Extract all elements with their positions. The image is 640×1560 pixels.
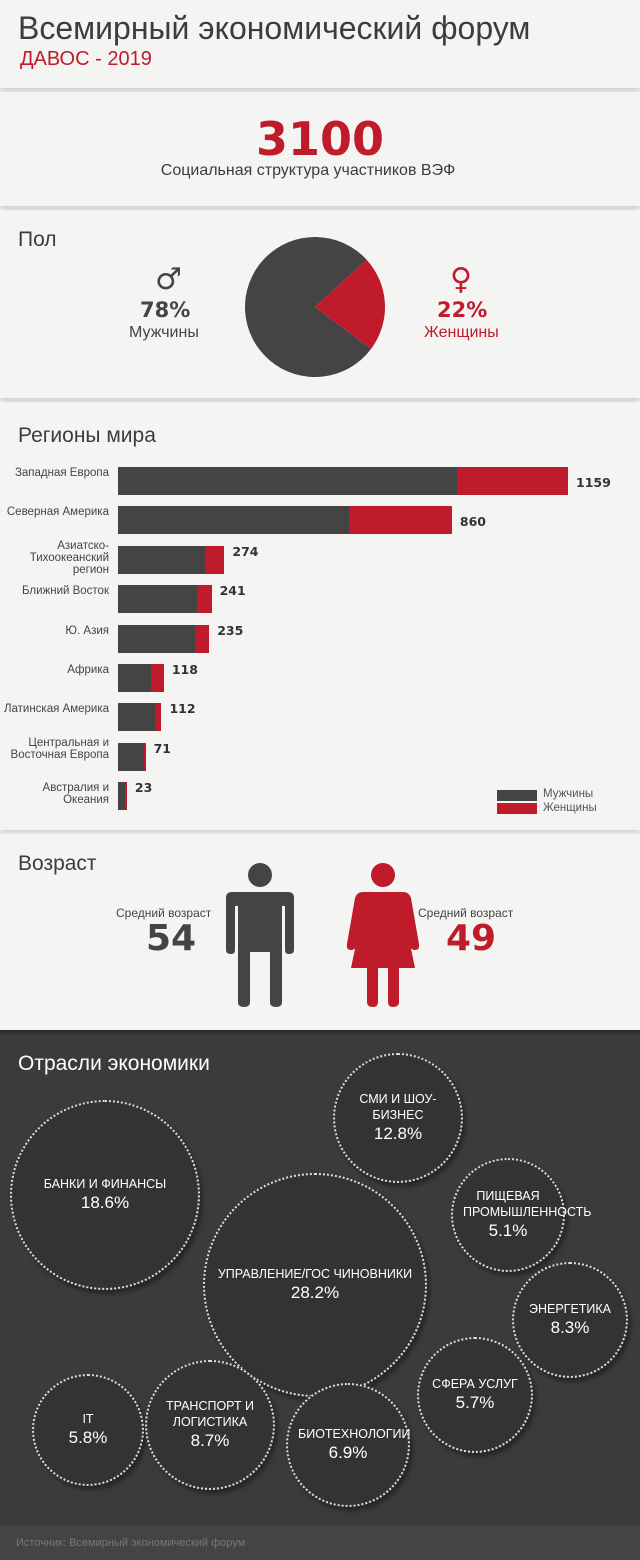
industry-percent: 5.7% (455, 1393, 495, 1412)
age-title: Возраст (18, 852, 97, 875)
industry-percent: 6.9% (328, 1443, 368, 1462)
bar-men (118, 664, 151, 692)
bar-men (118, 782, 125, 811)
bar-value-label: 112 (169, 701, 196, 717)
industry-bubble: БИОТЕХНОЛОГИИ 6.9% (286, 1383, 411, 1507)
industries-section: Отрасли экономики СМИ И ШОУ-БИЗНЕС 12.8% Б… (0, 1030, 640, 1560)
industry-bubble: СФЕРА УСЛУГ 5.7% (417, 1337, 533, 1453)
industry-bubble: ТРАНСПОРТ И ЛОГИСТИКА 8.7% (145, 1360, 275, 1490)
footer: Источник: Всемирный экономический форум (0, 1526, 640, 1560)
bar-value-label: 118 (171, 662, 198, 677)
legend-swatch-women (497, 803, 537, 814)
bar-label: Западная Европа (14, 467, 109, 479)
gender-section: Пол ♂ 78% Мужчины ♀ 22% Женщины (0, 210, 640, 398)
legend-swatch-men (497, 790, 537, 801)
bar-label: Ближний Восток (21, 585, 109, 598)
regions-section: Регионы мира Западная Европа 1159 Северная… (0, 402, 640, 830)
industry-bubble: БАНКИ И ФИНАНСЫ 18.6% (10, 1100, 200, 1290)
men-age-caption: Средний возраст (116, 906, 212, 920)
bar-label: Ю. Азия (65, 624, 109, 637)
gender-title: Пол (18, 228, 57, 251)
women-age-value: 49 (446, 918, 497, 959)
men-age-value: 54 (146, 918, 197, 959)
industry-percent: 5.1% (488, 1221, 528, 1240)
regions-title: Регионы мира (18, 424, 156, 447)
bar-women (151, 664, 164, 692)
bar-women (204, 545, 225, 574)
legend-women: Женщины (543, 802, 597, 814)
men-percent: 78% (140, 298, 191, 322)
age-section: Возраст Средний возраст 54 Средний возра… (0, 834, 640, 1030)
bar-women (456, 467, 568, 495)
industry-percent: 8.7% (190, 1431, 230, 1450)
page-title: Всемирный экономический форум (18, 10, 531, 46)
female-symbol-icon: ♀ (450, 262, 472, 297)
industry-name: ПИЩЕВАЯ ПРОМЫШЛЕННОСТЬ (463, 1189, 592, 1219)
industry-percent: 28.2% (290, 1283, 340, 1302)
source-note: Источник: Всемирный экономический форум (16, 1537, 246, 1549)
bar-women (144, 742, 146, 771)
male-symbol-icon: ♂ (155, 262, 182, 297)
bar-men (118, 703, 155, 732)
bar-label: Австралия и Океания (42, 782, 109, 807)
bar-women (124, 782, 127, 811)
legend-men: Мужчины (543, 788, 594, 800)
women-age-caption: Средний возраст (418, 906, 514, 920)
man-figure-icon (226, 863, 294, 1007)
bar-women (194, 624, 210, 653)
industry-bubble: ПИЩЕВАЯ ПРОМЫШЛЕННОСТЬ 5.1% (451, 1158, 592, 1272)
bar-value-label: 71 (153, 740, 171, 756)
page-subtitle: ДАВОС - 2019 (20, 48, 152, 70)
woman-figure-icon (346, 863, 420, 1007)
industry-name: СМИ И ШОУ-БИЗНЕС (359, 1092, 437, 1122)
industry-name: БАНКИ И ФИНАНСЫ (43, 1177, 167, 1191)
industry-name: IT (82, 1412, 94, 1426)
industry-bubble: УПРАВЛЕНИЕ/ГОС ЧИНОВНИКИ 28.2% (203, 1173, 427, 1397)
industry-name: УПРАВЛЕНИЕ/ГОС ЧИНОВНИКИ (217, 1267, 413, 1281)
industry-bubble: СМИ И ШОУ-БИЗНЕС 12.8% (333, 1053, 463, 1183)
industry-name: ЭНЕРГЕТИКА (528, 1302, 612, 1316)
pie-slice-women (315, 259, 385, 349)
bar-value-label: 23 (134, 780, 153, 796)
women-percent: 22% (437, 298, 488, 322)
industry-name: БИОТЕХНОЛОГИИ (298, 1427, 411, 1441)
bar-label: Центральная и Восточная Европа (10, 736, 109, 761)
bar-men (118, 742, 144, 771)
industry-bubble: ЭНЕРГЕТИКА 8.3% (512, 1262, 628, 1378)
total-value: 3100 (255, 112, 385, 166)
bar-women (197, 585, 212, 614)
total-caption: Социальная структура участников ВЭФ (160, 162, 456, 179)
pie-slice-men (245, 237, 372, 377)
bar-label: Северная Америка (6, 506, 109, 519)
industry-name: СФЕРА УСЛУГ (432, 1377, 518, 1391)
bar-value-label: 860 (459, 514, 486, 530)
total-section: 3100 Социальная структура участников ВЭФ (0, 92, 640, 206)
bar-label: Азиатско-Тихоокеанский регион (29, 539, 109, 576)
women-label: Женщины (424, 324, 499, 341)
bar-value-label: 1159 (576, 475, 611, 490)
bar-women (349, 506, 452, 535)
bar-value-label: 235 (217, 622, 244, 638)
men-label: Мужчины (129, 324, 199, 341)
bar-label: Латинская Америка (3, 703, 109, 716)
industry-percent: 5.8% (68, 1428, 108, 1447)
header-section: Всемирный экономический форум ДАВОС - 20… (0, 0, 640, 88)
industries-title: Отрасли экономики (18, 1052, 210, 1075)
industry-percent: 8.3% (550, 1318, 590, 1337)
bar-men (118, 624, 195, 653)
industry-percent: 12.8% (373, 1124, 423, 1143)
bar-men (118, 585, 198, 614)
bar-men (118, 467, 457, 495)
bar-value-label: 274 (232, 543, 259, 559)
industry-bubble: IT 5.8% (32, 1374, 144, 1486)
bar-label: Африка (67, 664, 109, 676)
bar-value-label: 241 (219, 583, 246, 599)
bar-men (118, 506, 350, 535)
bar-women (154, 703, 162, 732)
industry-name: ТРАНСПОРТ И ЛОГИСТИКА (165, 1399, 255, 1429)
industry-percent: 18.6% (80, 1193, 130, 1212)
bar-men (118, 545, 205, 574)
gender-pie-chart (245, 237, 385, 377)
